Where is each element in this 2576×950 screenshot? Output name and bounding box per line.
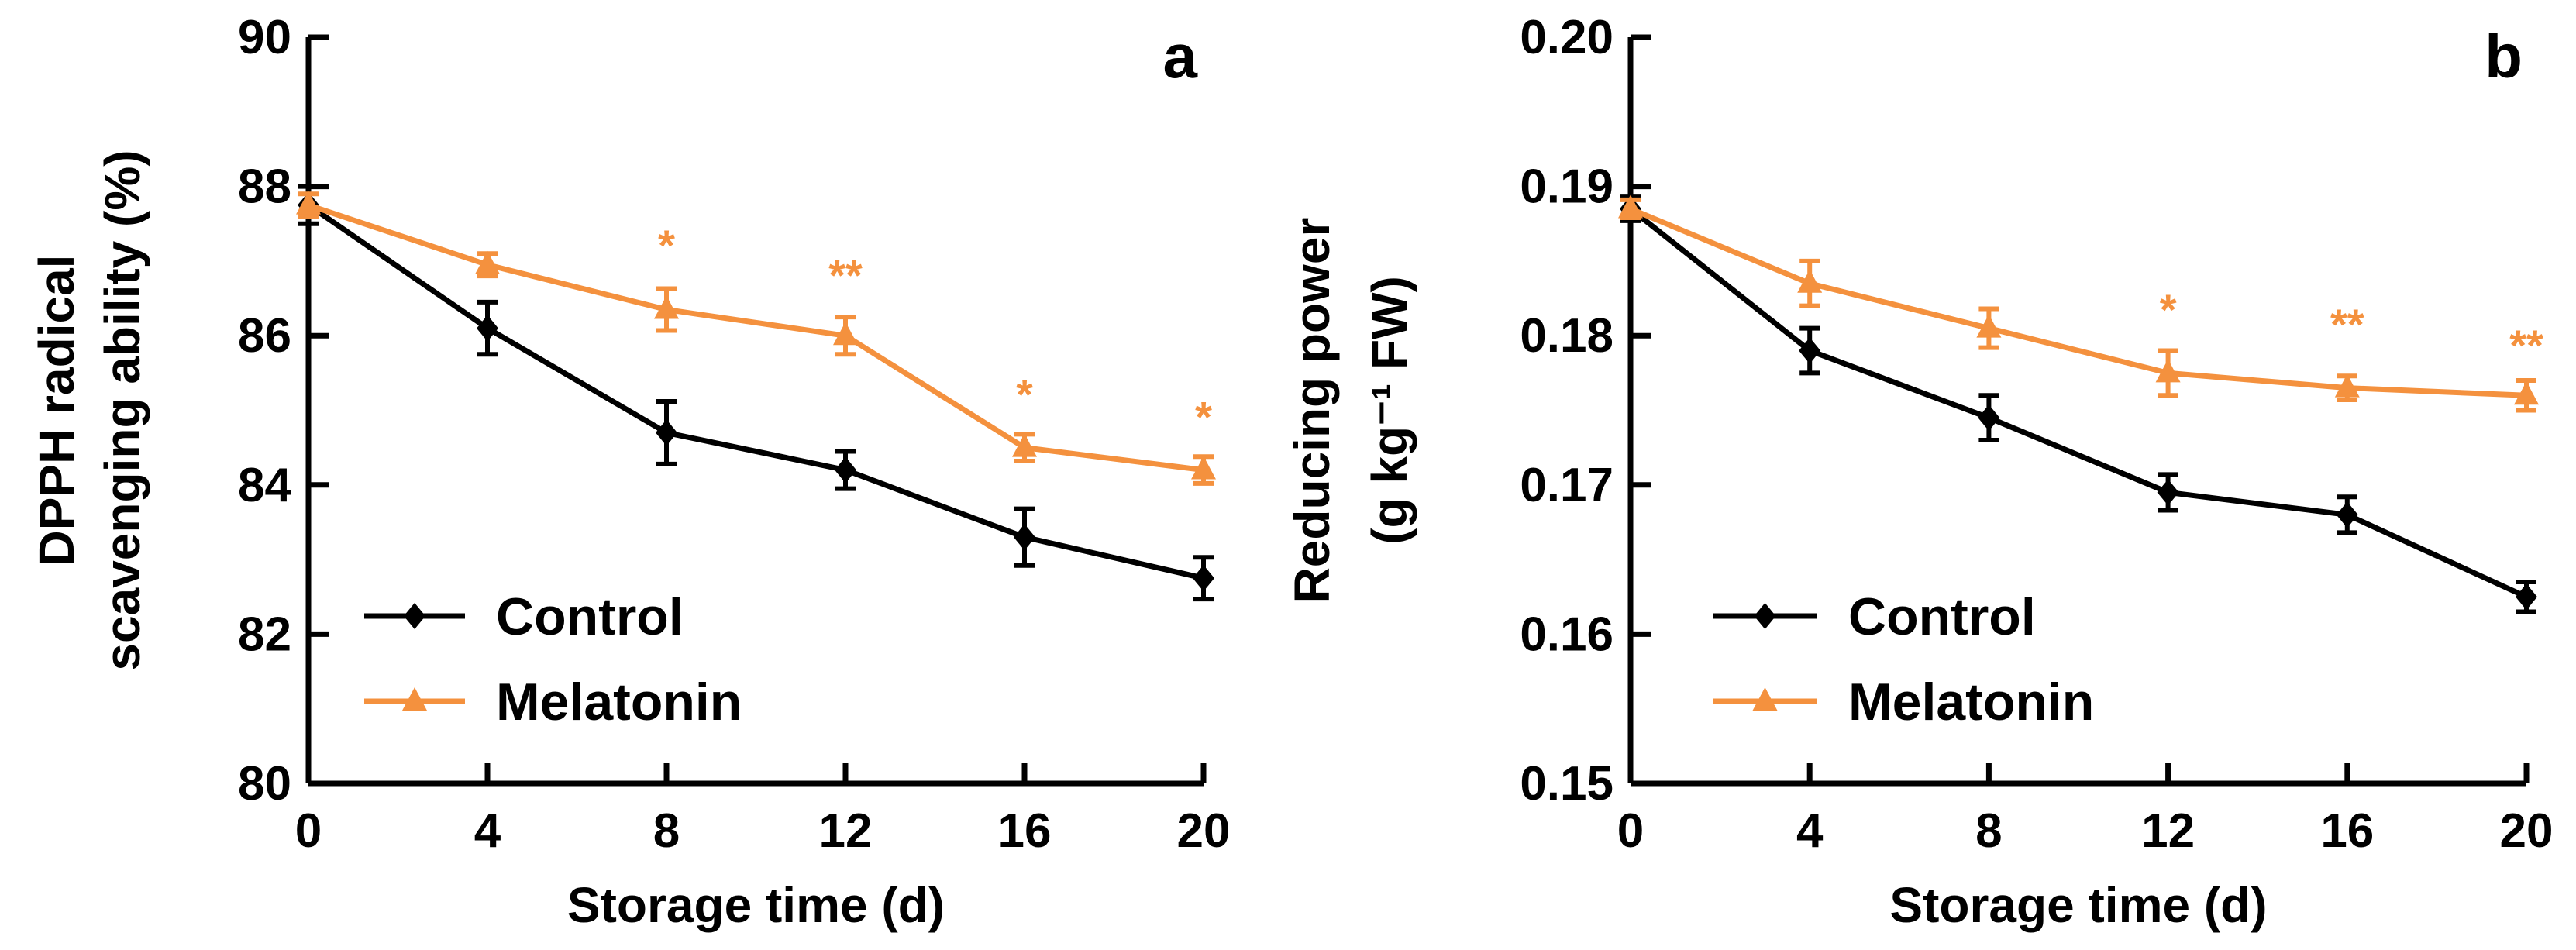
significance-marker: * bbox=[1016, 370, 1033, 419]
x-axis-title: Storage time (d) bbox=[567, 877, 945, 933]
panel-letter: b bbox=[2485, 22, 2523, 91]
legend-marker bbox=[402, 687, 427, 711]
data-point-control bbox=[1978, 404, 2000, 432]
y-tick-label: 0.19 bbox=[1520, 160, 1613, 214]
data-point-melatonin bbox=[1797, 269, 1823, 293]
legend-label: Melatonin bbox=[496, 673, 742, 731]
significance-marker: * bbox=[2160, 285, 2177, 334]
x-tick-label: 4 bbox=[1796, 804, 1824, 858]
y-axis-title-line: scavenging ability (%) bbox=[95, 150, 150, 670]
x-tick-label: 20 bbox=[2500, 804, 2554, 858]
significance-marker: ** bbox=[2509, 321, 2543, 370]
series-line-control bbox=[1628, 206, 2528, 600]
x-tick-label: 16 bbox=[998, 804, 1052, 858]
y-tick-label: 86 bbox=[238, 309, 291, 363]
x-tick-label: 0 bbox=[295, 804, 322, 858]
data-point-control bbox=[656, 419, 677, 446]
data-point-control bbox=[2157, 479, 2179, 506]
x-tick-label: 12 bbox=[2141, 804, 2195, 858]
y-axis-title-line: Reducing power bbox=[1284, 218, 1340, 604]
x-tick-label: 0 bbox=[1617, 804, 1644, 858]
data-point-melatonin bbox=[1191, 456, 1216, 480]
data-point-control bbox=[2336, 501, 2358, 528]
y-tick-label: 0.20 bbox=[1520, 11, 1613, 64]
x-tick-label: 20 bbox=[1177, 804, 1231, 858]
x-tick-label: 8 bbox=[653, 804, 680, 858]
series-line-melatonin bbox=[307, 202, 1204, 473]
legend-label: Control bbox=[1848, 587, 2036, 646]
x-tick-label: 8 bbox=[1975, 804, 2002, 858]
x-tick-label: 16 bbox=[2320, 804, 2374, 858]
y-axis-title-line: (g kg⁻¹ FW) bbox=[1362, 276, 1417, 545]
y-tick-label: 0.18 bbox=[1520, 309, 1613, 363]
data-point-melatonin bbox=[833, 322, 858, 346]
legend-label: Control bbox=[496, 587, 684, 646]
data-point-control bbox=[835, 456, 856, 484]
data-point-control bbox=[1014, 524, 1035, 551]
series-line-control bbox=[307, 202, 1204, 581]
y-tick-label: 0.15 bbox=[1520, 757, 1613, 811]
panel-a: 80 82 84 86 88 90 0 4 8 12 16 20 Storage time (d) DPP… bbox=[29, 11, 1230, 933]
significance-marker: * bbox=[658, 221, 675, 270]
y-axis-title-line: DPPH radical bbox=[29, 255, 84, 566]
y-tick-label: 0.16 bbox=[1520, 608, 1613, 661]
data-point-melatonin bbox=[1976, 314, 2002, 338]
significance-marker: * bbox=[1195, 393, 1212, 442]
x-axis-title: Storage time (d) bbox=[1889, 877, 2267, 933]
data-point-melatonin bbox=[2514, 381, 2539, 405]
series-line-melatonin bbox=[1629, 206, 2527, 398]
y-tick-label: 84 bbox=[238, 459, 291, 512]
x-tick-label: 12 bbox=[819, 804, 873, 858]
y-tick-label: 90 bbox=[238, 11, 291, 64]
legend-marker bbox=[1752, 687, 1778, 711]
panel-letter: a bbox=[1163, 22, 1198, 91]
legend-label: Melatonin bbox=[1848, 673, 2094, 731]
data-point-melatonin bbox=[2334, 373, 2360, 398]
legend-marker bbox=[1754, 603, 1776, 629]
data-point-control bbox=[477, 315, 498, 342]
panel-b: 0.15 0.16 0.17 0.18 0.19 0.20 0 4 8 12 16 20 Storage… bbox=[1284, 11, 2553, 933]
y-tick-label: 0.17 bbox=[1520, 459, 1613, 512]
y-tick-label: 82 bbox=[238, 608, 291, 661]
data-point-control bbox=[1193, 565, 1214, 592]
significance-marker: ** bbox=[828, 251, 863, 300]
data-point-control bbox=[1799, 337, 1821, 364]
legend-marker bbox=[404, 603, 425, 629]
x-tick-label: 4 bbox=[474, 804, 501, 858]
data-point-control bbox=[2516, 583, 2537, 611]
y-tick-label: 80 bbox=[238, 757, 291, 811]
y-tick-label: 88 bbox=[238, 160, 291, 214]
data-point-melatonin bbox=[1012, 433, 1037, 457]
data-point-melatonin bbox=[475, 250, 500, 274]
data-point-melatonin bbox=[1618, 194, 1643, 219]
data-point-melatonin bbox=[654, 295, 679, 319]
data-point-melatonin bbox=[296, 191, 321, 215]
data-point-melatonin bbox=[2155, 359, 2181, 383]
significance-marker: ** bbox=[2330, 300, 2364, 349]
